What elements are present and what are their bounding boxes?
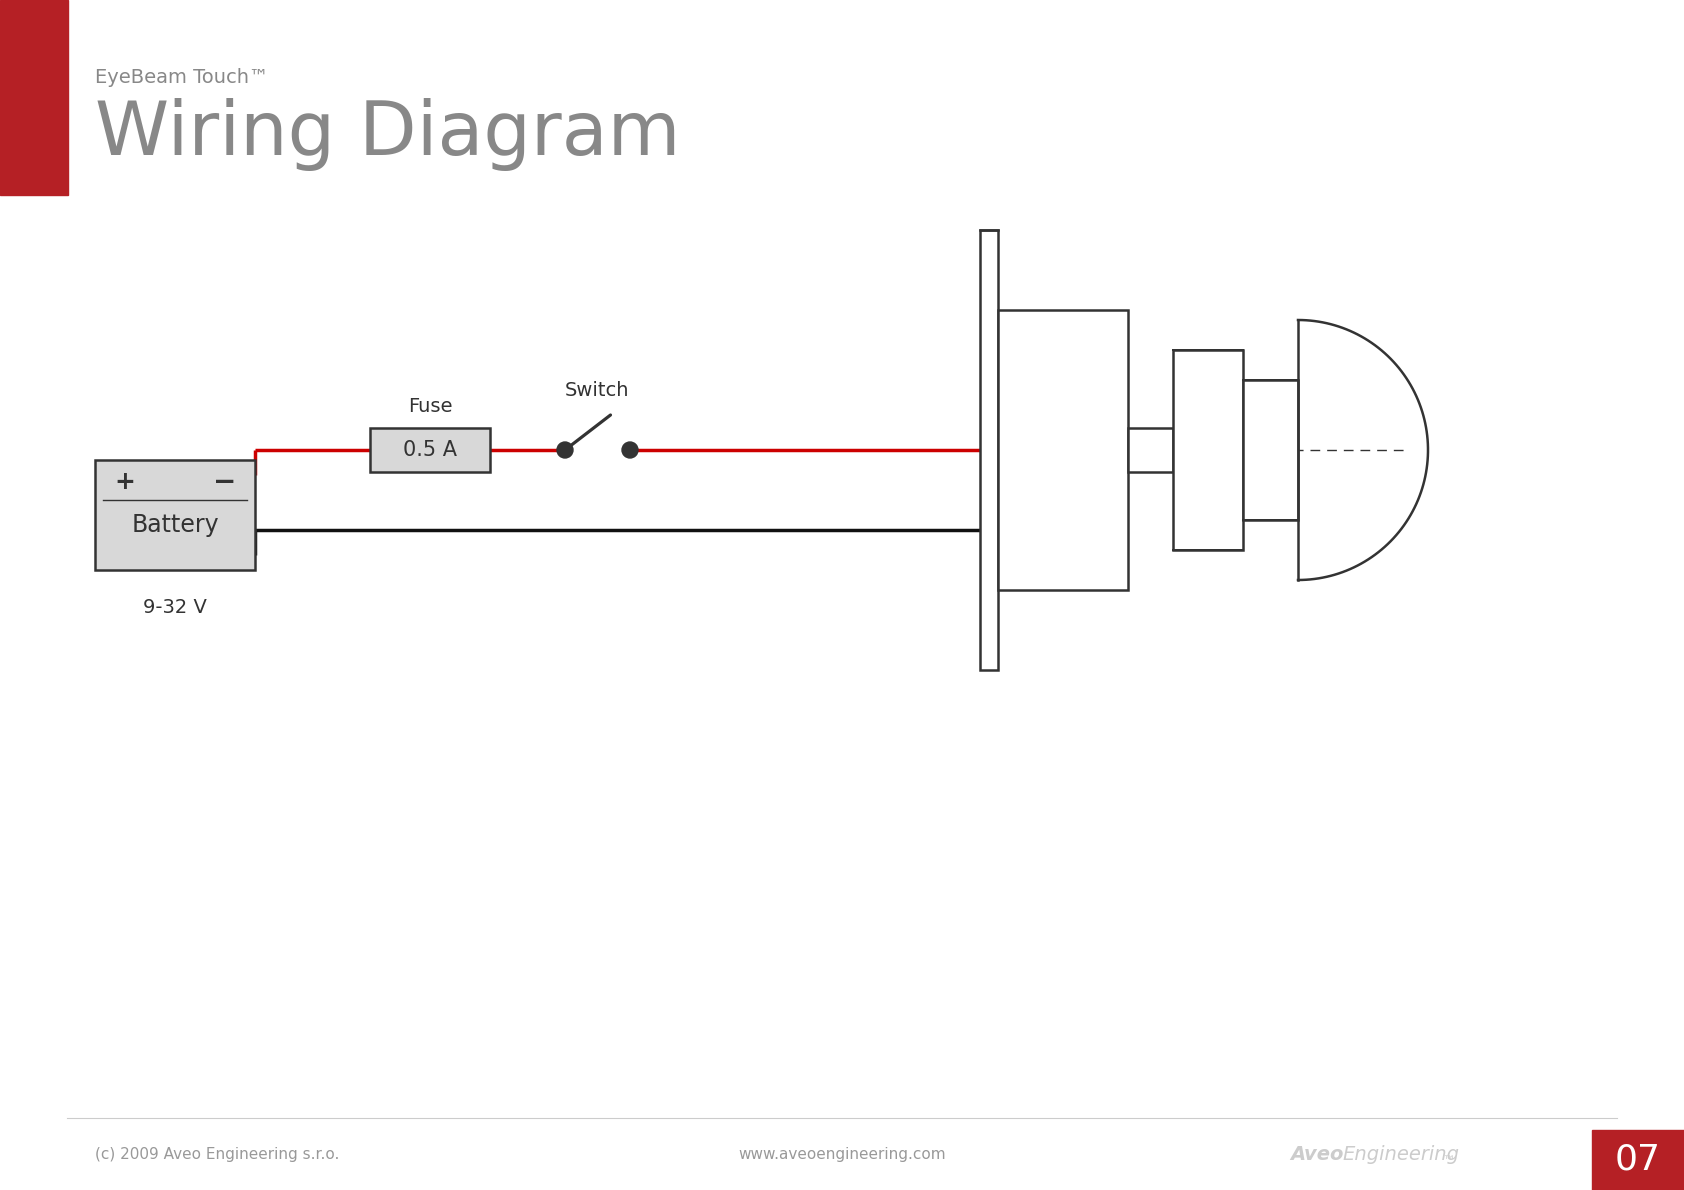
Bar [999, 311, 1128, 590]
Text: Wiring Diagram: Wiring Diagram [94, 98, 680, 171]
Bar [94, 461, 254, 570]
Text: (c) 2009 Aveo Engineering s.r.o.: (c) 2009 Aveo Engineering s.r.o. [94, 1147, 340, 1163]
Text: ™: ™ [1442, 1155, 1455, 1169]
Bar [370, 428, 490, 472]
Text: 07: 07 [1615, 1144, 1660, 1177]
Text: Fuse: Fuse [408, 397, 453, 416]
Text: −: − [214, 468, 237, 496]
Bar [1591, 1130, 1684, 1190]
Bar [980, 230, 999, 670]
Bar [1174, 350, 1243, 550]
Text: 9-32 V: 9-32 V [143, 599, 207, 616]
Text: +: + [115, 470, 135, 494]
Bar [1128, 428, 1174, 472]
Text: EyeBeam Touch™: EyeBeam Touch™ [94, 68, 268, 87]
Text: Battery: Battery [131, 513, 219, 537]
Bar [1243, 380, 1298, 520]
Text: Engineering: Engineering [1342, 1146, 1458, 1165]
Circle shape [557, 441, 573, 458]
Bar [0, 0, 67, 195]
Text: Aveo: Aveo [1290, 1146, 1344, 1165]
Text: 0.5 A: 0.5 A [402, 440, 456, 461]
Text: www.aveoengineering.com: www.aveoengineering.com [738, 1147, 946, 1163]
Text: Switch: Switch [566, 381, 630, 400]
Circle shape [621, 441, 638, 458]
